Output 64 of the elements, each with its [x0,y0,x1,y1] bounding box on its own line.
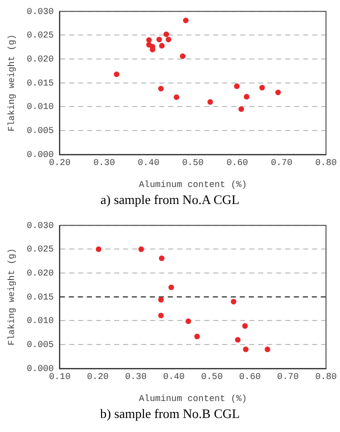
text: b) sample from No.B CGL [99,406,241,422]
x-tick-label: 0.20 [49,158,71,168]
point [158,86,164,92]
point [114,72,120,78]
y-tick-label: 0.020 [26,54,54,64]
y-tick-label: 0.025 [26,30,54,41]
y-tick-label: 0.015 [26,292,54,302]
point [242,346,249,352]
y-tick-label: 0.020 [26,268,54,278]
x-tick-label: 0.10 [49,372,71,382]
x-tick-label: 0.20 [87,372,109,382]
text: a) sample from No.A CGL [99,192,240,208]
y-axis-title: Flaking weight (g) [6,34,17,132]
y-tick-label: 0.030 [26,6,54,17]
point [238,106,244,112]
y-tick-label: 0.025 [26,244,54,255]
y-axis-title: Flaking weight (g) [6,248,17,346]
point [159,42,165,49]
y-tick-label: 0.010 [26,102,54,112]
y-tick-label: 0.030 [26,220,54,231]
y-tick-label: 0.005 [26,126,54,136]
point [138,246,144,252]
x-axis-title: Aluminum content (%) [138,180,247,190]
point [230,298,236,304]
x-axis-title: Aluminum content (%) [138,394,247,404]
x-tick-label: 0.50 [201,372,223,382]
point [96,246,102,252]
point [234,337,241,343]
point [163,31,170,38]
point [168,284,174,290]
point [207,99,214,105]
point [146,37,152,43]
point [166,36,172,42]
x-tick-label: 0.80 [315,372,337,382]
point [234,83,240,90]
x-tick-label: 0.60 [239,372,261,382]
x-tick-label: 0.70 [277,372,299,382]
x-tick-label: 0.40 [138,158,160,168]
x-tick-label: 0.30 [125,372,147,382]
point [183,18,189,24]
y-tick-label: 0.000 [26,364,54,374]
point [156,36,162,42]
point [158,296,164,303]
y-tick-label: 0.015 [26,78,54,88]
y-tick-label: 0.005 [26,340,54,350]
y-tick-label: 0.010 [26,316,54,326]
point [174,94,180,100]
x-tick-label: 0.50 [182,158,204,168]
point [259,84,265,90]
point [264,346,270,352]
x-tick-label: 0.60 [226,158,248,168]
x-tick-label: 0.40 [163,372,185,382]
y-tick-label: 0.000 [26,150,54,160]
x-tick-label: 0.80 [315,158,337,168]
point [158,255,165,262]
point [242,323,248,329]
point [244,94,250,100]
x-tick-label: 0.30 [93,158,115,168]
point [194,334,200,340]
point [180,53,186,60]
point [275,90,281,96]
x-tick-label: 0.70 [270,158,292,168]
point [158,312,164,318]
point [186,318,192,324]
